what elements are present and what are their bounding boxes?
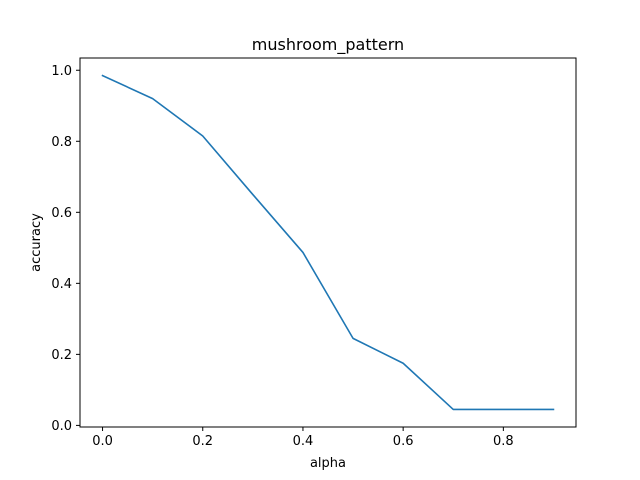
series-line [101, 74, 555, 411]
plot-area: 0.0 0.2 0.4 0.6 0.8 0.0 0.2 0.4 0.6 0.8 1.0 [51, 64, 555, 449]
x-tick-label: 0.2 [192, 434, 213, 449]
x-tick-label: 0.8 [493, 434, 514, 449]
y-tick-label: 0.4 [51, 277, 72, 292]
y-axis-label: accuracy [29, 213, 44, 272]
x-tick-label: 0.6 [393, 434, 414, 449]
y-tick-label: 0.2 [51, 348, 72, 363]
y-tick-label: 0.0 [51, 419, 72, 434]
x-tick-label: 0.0 [92, 434, 113, 449]
plot-frame [79, 57, 577, 428]
x-axis-label: alpha [310, 456, 346, 471]
y-tick-label: 0.8 [51, 135, 72, 150]
y-tick-label: 1.0 [51, 64, 72, 79]
chart-title: mushroom_pattern [252, 35, 404, 55]
y-tick-label: 0.6 [51, 206, 72, 221]
x-tick-label: 0.4 [293, 434, 314, 449]
